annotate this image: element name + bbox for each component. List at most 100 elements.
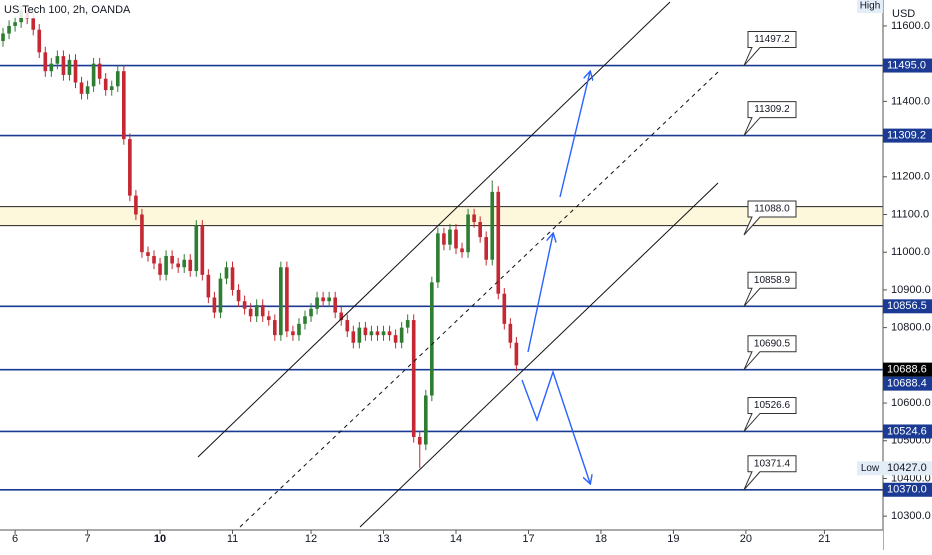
x-tick-label: 10	[154, 533, 166, 545]
candle-body	[55, 56, 60, 64]
candle-body	[363, 327, 368, 336]
candle-body	[37, 29, 42, 53]
y-tick-label: 11100.0	[891, 208, 929, 220]
candle-body	[200, 225, 205, 275]
level-tag-label: 11495.0	[887, 59, 926, 71]
candle-body	[140, 214, 144, 253]
candle-body	[158, 263, 162, 275]
y-tick-label: 10600.0	[891, 397, 931, 409]
candle-body	[170, 255, 174, 264]
level-tag	[883, 424, 932, 439]
candle-body	[236, 289, 241, 302]
candle-body	[399, 327, 404, 343]
y-tick-label: 10900.0	[891, 284, 931, 296]
candle-body	[387, 331, 392, 336]
candle-body	[176, 263, 180, 268]
candle-body	[218, 278, 223, 313]
level-tag	[883, 376, 932, 391]
candle-body	[448, 229, 452, 245]
candle-body	[134, 195, 138, 215]
candle-body	[188, 259, 193, 272]
candle-body	[430, 282, 434, 396]
candle-body	[97, 63, 102, 79]
candle-body	[339, 312, 344, 321]
y-tick-label: 11600.0	[891, 20, 930, 32]
candle-body	[309, 308, 313, 317]
candle-body	[460, 248, 464, 253]
candle-body	[182, 259, 187, 268]
candle-body	[381, 331, 386, 336]
candle-body	[91, 63, 96, 87]
level-tag-label: 10370.0	[887, 484, 927, 496]
channel-upper	[197, 1, 671, 458]
level-tag	[883, 299, 932, 314]
candle-body	[146, 252, 150, 256]
candle-body	[466, 214, 470, 253]
callout-label: 11088.0	[754, 204, 790, 215]
candle-body	[79, 82, 84, 94]
candle-body	[508, 323, 513, 343]
candle-body	[478, 222, 482, 238]
level-tag-label: 10688.4	[887, 378, 927, 390]
candle-body	[260, 304, 265, 317]
candle-body	[405, 320, 410, 328]
candle-body	[442, 233, 446, 245]
time-axis-bg	[0, 530, 883, 550]
candle-body	[321, 297, 325, 302]
candle-body	[345, 320, 350, 332]
channel-mid	[239, 71, 719, 528]
candle-body	[393, 335, 398, 343]
callout-box	[743, 455, 797, 491]
candle-body	[514, 342, 519, 366]
candle-body	[164, 255, 168, 275]
candle-body	[285, 267, 289, 332]
candle-body	[315, 297, 319, 309]
currency: USD	[892, 8, 915, 20]
x-tick-label: 21	[818, 533, 830, 545]
last-price-tag	[883, 362, 932, 377]
candle-body	[61, 56, 66, 75]
level-tag	[883, 482, 932, 497]
candle-body	[224, 267, 229, 279]
callout-box	[743, 200, 797, 236]
candle-body	[194, 225, 199, 272]
candle-body	[73, 59, 78, 83]
candle-body	[423, 395, 428, 445]
candle-body	[327, 297, 331, 302]
x-tick-label: 11	[227, 533, 238, 545]
zone-band	[0, 206, 883, 226]
y-tick-label: 10800.0	[891, 322, 931, 334]
callout-box	[743, 101, 797, 136]
drawings	[197, 1, 719, 528]
candle-body	[490, 191, 495, 260]
price-axis-bg	[883, 0, 932, 550]
candle-body	[109, 86, 114, 91]
x-tick-label: 20	[740, 533, 752, 545]
x-tick-label: 12	[305, 533, 317, 545]
candle-body	[303, 316, 307, 324]
candle-body	[411, 320, 416, 437]
x-tick-label: 7	[85, 533, 91, 545]
level-tag-label: 10856.5	[887, 300, 927, 312]
candle-body	[496, 191, 501, 294]
candle-body	[103, 78, 108, 91]
high-tag	[857, 0, 883, 13]
candle-body	[266, 316, 271, 321]
candle-body	[357, 327, 362, 343]
low-value-label: 10427.0	[887, 462, 927, 474]
candle-body	[49, 63, 54, 72]
level-tag-label: 11309.2	[887, 130, 926, 142]
callout-box	[743, 31, 797, 66]
callout-box	[743, 396, 797, 432]
callout-label: 10858.9	[754, 275, 791, 286]
candle-body	[254, 304, 259, 317]
candle-body	[206, 274, 211, 298]
high-label: High	[860, 1, 881, 12]
candle-body	[85, 86, 90, 94]
x-tick-label: 19	[667, 533, 679, 545]
candle-body	[152, 255, 156, 264]
arrow-down	[521, 369, 590, 483]
candle-body	[472, 214, 476, 223]
candle-body	[230, 267, 235, 290]
